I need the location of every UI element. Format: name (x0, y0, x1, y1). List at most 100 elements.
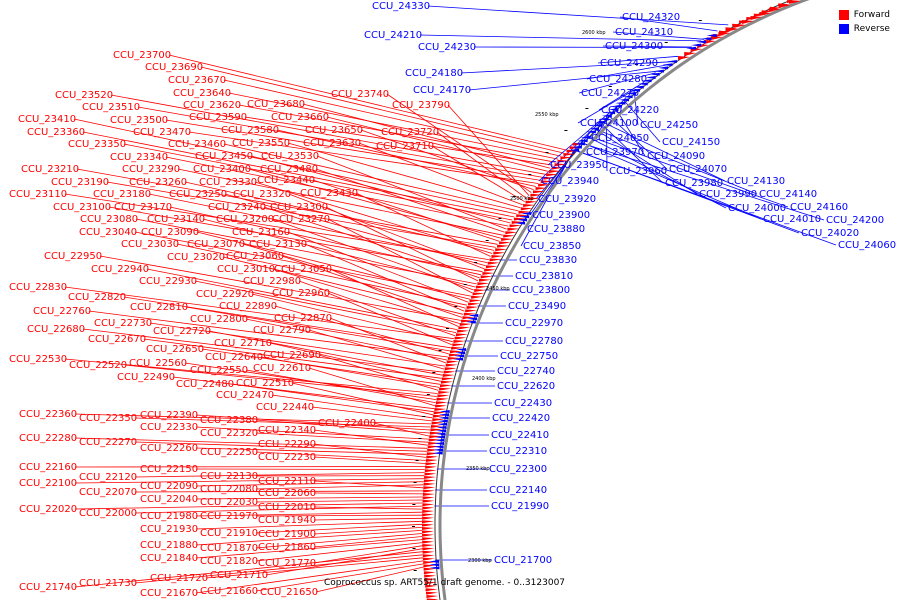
forward-connector (313, 517, 423, 521)
forward-gene-feature (463, 312, 476, 316)
forward-connector (313, 480, 424, 489)
forward-connector (255, 432, 429, 443)
reverse-gene-label: CCU_24290 (600, 58, 658, 69)
forward-gene-label: CCU_22330 (140, 422, 198, 433)
reverse-gene-feature (701, 37, 712, 41)
forward-gene-label: CCU_23170 (114, 202, 172, 213)
forward-connector (329, 268, 459, 327)
reverse-gene-feature (626, 92, 637, 95)
forward-connector (82, 328, 444, 373)
forward-gene-feature (450, 350, 462, 354)
forward-gene-feature (452, 343, 465, 347)
forward-gene-feature (442, 374, 455, 377)
forward-gene-feature (428, 438, 441, 442)
gap-mark (545, 152, 549, 153)
forward-connector (169, 206, 482, 276)
reverse-gene-label: CCU_22430 (494, 398, 552, 409)
forward-swatch (838, 10, 849, 20)
forward-gene-feature (477, 282, 490, 286)
forward-connector (327, 218, 473, 294)
forward-connector (312, 179, 500, 242)
reverse-gene-feature (630, 88, 640, 92)
forward-gene-feature (518, 210, 531, 214)
reverse-gene-feature (585, 130, 596, 134)
forward-gene-feature (426, 595, 439, 598)
forward-connector (245, 369, 436, 403)
reverse-gene-label: CCU_24320 (622, 12, 680, 23)
reverse-gene-label: CCU_24050 (591, 133, 649, 144)
forward-gene-feature (423, 482, 436, 486)
forward-gene-label: CCU_23100 (53, 202, 111, 213)
reverse-gene-label: CCU_24280 (589, 74, 647, 85)
forward-connector (134, 472, 425, 478)
reverse-gene-feature (605, 111, 616, 115)
forward-gene-feature (475, 285, 488, 289)
forward-gene-feature (451, 346, 464, 350)
reverse-gene-label: CCU_23920 (538, 194, 596, 205)
forward-gene-label: CCU_23330 (199, 177, 257, 188)
forward-gene-feature (422, 550, 435, 554)
reverse-gene-feature (456, 348, 467, 351)
forward-gene-feature (462, 316, 475, 320)
reverse-connector (597, 55, 679, 64)
reverse-gene-label: CCU_24140 (759, 189, 817, 200)
forward-gene-feature (546, 173, 559, 177)
forward-connector (251, 293, 453, 343)
reverse-gene-label: CCU_23960 (609, 166, 667, 177)
reverse-gene-feature (429, 563, 440, 567)
forward-gene-feature (554, 163, 567, 167)
forward-gene-feature (423, 489, 436, 493)
forward-gene-label: CCU_22870 (274, 313, 332, 324)
forward-gene-label: CCU_22100 (19, 478, 77, 489)
reverse-connector (586, 135, 727, 209)
reverse-gene-feature (434, 438, 445, 442)
forward-connector (143, 338, 442, 379)
forward-connector (276, 129, 536, 187)
reverse-gene-label: CCU_24020 (801, 228, 859, 239)
forward-gene-label: CCU_23510 (82, 102, 140, 113)
forward-gene-feature (424, 574, 437, 578)
forward-gene-feature (528, 197, 540, 201)
reverse-gene-label: CCU_23990 (699, 189, 757, 200)
reverse-gene-label: CCU_24150 (662, 137, 720, 148)
reverse-connector (577, 88, 636, 124)
forward-connector (88, 310, 448, 358)
forward-connector (447, 104, 530, 196)
forward-gene-feature (435, 401, 448, 405)
forward-gene-label: CCU_22120 (79, 472, 137, 483)
forward-gene-label: CCU_22070 (79, 487, 137, 498)
forward-gene-label: CCU_22810 (130, 302, 188, 313)
forward-gene-feature (495, 248, 508, 252)
reverse-gene-label: CCU_24090 (647, 151, 705, 162)
forward-connector (137, 106, 543, 178)
reverse-connector (586, 135, 789, 208)
forward-gene-label: CCU_21820 (200, 556, 258, 567)
reverse-gene-feature (432, 451, 443, 455)
forward-connector (313, 527, 423, 535)
reverse-connector (580, 141, 762, 220)
forward-gene-label: CCU_21710 (210, 570, 268, 581)
forward-gene-feature (436, 397, 449, 401)
reverse-gene-feature (637, 82, 648, 86)
forward-gene-label: CCU_23210 (21, 164, 79, 175)
forward-gene-feature (557, 159, 570, 163)
forward-gene-label: CCU_22290 (258, 439, 316, 450)
forward-gene-label: CCU_22340 (258, 425, 316, 436)
forward-gene-label: CCU_23650 (305, 125, 363, 136)
forward-gene-feature (497, 244, 510, 248)
forward-gene-feature (422, 554, 435, 558)
forward-connector (200, 66, 564, 154)
forward-gene-label: CCU_22250 (200, 447, 258, 458)
reverse-gene-feature (436, 429, 447, 433)
forward-connector (313, 429, 428, 446)
forward-connector (272, 268, 460, 324)
forward-gene-label: CCU_21660 (200, 586, 258, 597)
forward-gene-feature (427, 445, 440, 449)
reverse-gene-label: CCU_22300 (489, 464, 547, 475)
forward-gene-label: CCU_23580 (221, 125, 279, 136)
forward-connector (228, 92, 559, 160)
forward-gene-label: CCU_22320 (200, 428, 258, 439)
forward-gene-feature (533, 190, 545, 194)
reverse-gene-label: CCU_22620 (497, 381, 555, 392)
reverse-gene-feature (515, 221, 526, 225)
